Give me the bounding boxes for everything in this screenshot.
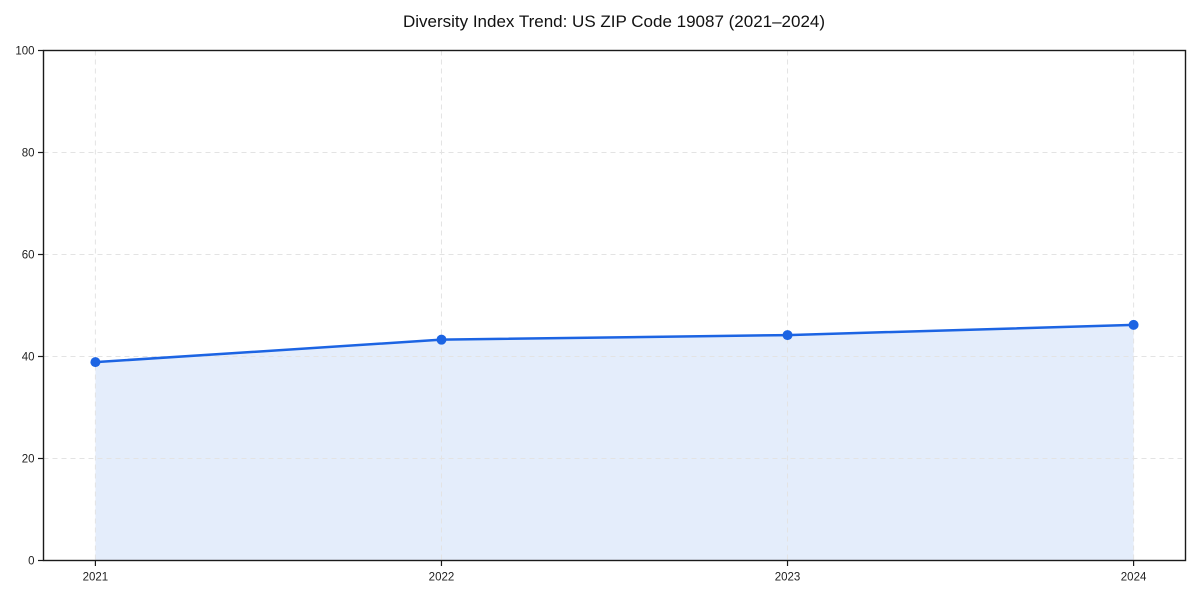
data-point-2021	[90, 357, 101, 368]
chart-title: Diversity Index Trend: US ZIP Code 19087…	[402, 12, 826, 31]
y-tick-label-80: 80	[22, 148, 35, 160]
x-tick-label-2024: 2024	[1121, 572, 1147, 584]
x-tick-label-2023: 2023	[775, 572, 801, 584]
data-point-2023	[782, 330, 793, 341]
axes-box	[42, 49, 1187, 562]
x-tick-label-2021: 2021	[83, 572, 109, 584]
area-fill	[95, 324, 1134, 561]
y-tick-label-20: 20	[22, 454, 35, 466]
data-point-2022	[436, 334, 447, 345]
data-point-2024	[1128, 319, 1139, 330]
y-tick-label-100: 100	[15, 46, 34, 58]
y-tick-label-0: 0	[28, 556, 34, 568]
x-tick-label-2022: 2022	[429, 572, 455, 584]
y-tick-label-40: 40	[22, 352, 35, 364]
trend-line	[94, 323, 1135, 364]
y-tick-label-60: 60	[22, 250, 35, 262]
